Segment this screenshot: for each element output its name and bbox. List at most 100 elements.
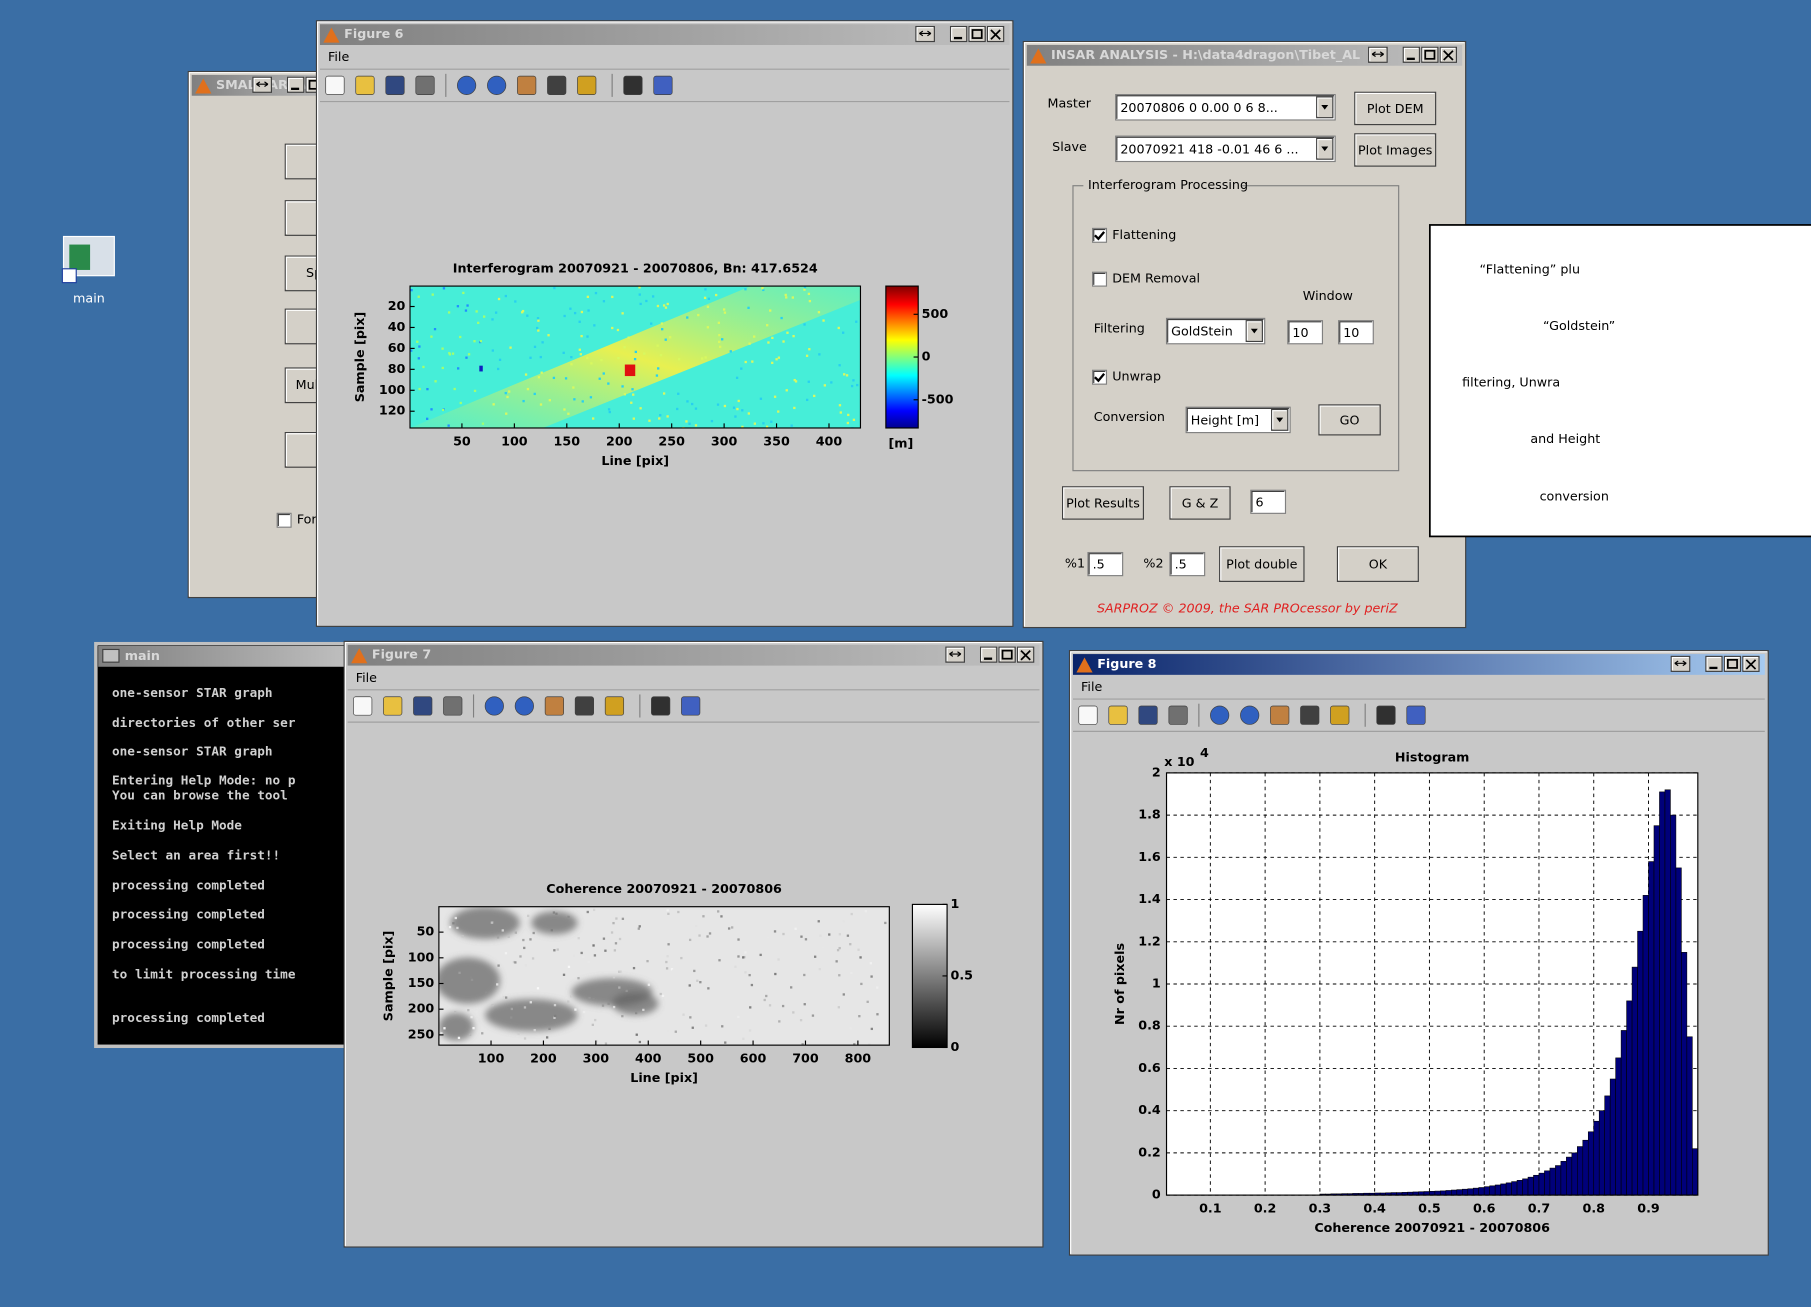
toolbar-icon[interactable]: [654, 76, 672, 94]
image-speckle: [778, 357, 780, 359]
image-speckle: [696, 980, 698, 982]
image-speckle: [646, 960, 648, 962]
image-speckle: [818, 311, 820, 313]
toolbar-icon[interactable]: [1377, 706, 1395, 724]
image-speckle: [819, 935, 821, 937]
image-speckle: [847, 422, 849, 424]
toolbar-icon[interactable]: [577, 76, 595, 94]
image-speckle: [686, 316, 688, 318]
bar: [1583, 1140, 1588, 1195]
button-face[interactable]: [1422, 47, 1438, 62]
image-speckle: [477, 322, 479, 324]
button-face[interactable]: [999, 647, 1015, 662]
toolbar-icon[interactable]: [1109, 706, 1127, 724]
field[interactable]: [277, 513, 291, 527]
image-speckle: [621, 312, 623, 314]
menu-item[interactable]: File: [328, 49, 349, 64]
toolbar-icon[interactable]: [457, 76, 475, 94]
menu-item[interactable]: File: [1081, 679, 1102, 694]
bar: [1643, 895, 1648, 1195]
image-speckle: [689, 939, 691, 941]
toolbar-icon[interactable]: [605, 697, 623, 715]
toolbar-icon[interactable]: [545, 697, 563, 715]
image-speckle: [688, 423, 690, 425]
image-speckle: [793, 407, 795, 409]
toolbar-icon[interactable]: [353, 697, 371, 715]
desktop-icon-label: main: [73, 290, 105, 305]
field-value: GoldStein: [1171, 324, 1233, 339]
toolbar-icon[interactable]: [383, 697, 401, 715]
toolbar-icon[interactable]: [517, 76, 535, 94]
toolbar-icon[interactable]: [1139, 706, 1157, 724]
button-face[interactable]: [1724, 656, 1740, 671]
field[interactable]: [1093, 370, 1107, 384]
y-tick-label: 1.2: [1138, 933, 1160, 948]
image-speckle: [860, 983, 862, 985]
button-face[interactable]: [951, 27, 967, 42]
bar: [1566, 1157, 1571, 1195]
toolbar-icon[interactable]: [485, 697, 503, 715]
x-tick-label: 0.3: [1309, 1200, 1331, 1215]
toolbar-icon[interactable]: [386, 76, 404, 94]
image-speckle: [769, 1004, 771, 1006]
image-speckle: [794, 928, 796, 930]
console-line: Select an area first!!: [112, 847, 280, 862]
toolbar-icon[interactable]: [1270, 706, 1288, 724]
image-speckle: [491, 922, 493, 924]
image-speckle: [459, 336, 461, 338]
toolbar-icon[interactable]: [356, 76, 374, 94]
image-speckle: [800, 936, 802, 938]
toolbar-icon[interactable]: [681, 697, 699, 715]
toolbar-icon[interactable]: [416, 76, 434, 94]
toolbar-icon[interactable]: [515, 697, 533, 715]
bar: [1681, 952, 1686, 1195]
toolbar-icon[interactable]: [1210, 706, 1228, 724]
menu-item[interactable]: File: [356, 670, 377, 685]
image-speckle: [440, 1032, 442, 1034]
image-speckle: [443, 1027, 445, 1029]
image-speckle: [586, 335, 588, 337]
toolbar-icon[interactable]: [651, 697, 669, 715]
image-speckle: [588, 961, 590, 963]
toolbar-icon[interactable]: [1079, 706, 1097, 724]
toolbar-icon[interactable]: [624, 76, 642, 94]
button-face[interactable]: [1403, 47, 1419, 62]
toolbar-icon[interactable]: [1301, 706, 1319, 724]
toolbar-icon[interactable]: [413, 697, 431, 715]
image-speckle: [748, 974, 750, 976]
toolbar-icon[interactable]: [1331, 706, 1349, 724]
image-speckle: [537, 317, 539, 319]
image-speckle: [599, 378, 601, 380]
image-speckle: [443, 287, 445, 289]
image-speckle: [870, 975, 872, 977]
x-tick-label: 300: [711, 433, 738, 448]
field[interactable]: [1093, 272, 1107, 286]
image-speckle: [734, 966, 736, 968]
toolbar-icon[interactable]: [1407, 706, 1425, 724]
image-speckle: [514, 961, 516, 963]
button-face[interactable]: [288, 77, 304, 92]
button-face[interactable]: [981, 647, 997, 662]
image-speckle: [851, 385, 853, 387]
image-speckle: [458, 1037, 460, 1039]
button-face[interactable]: [1706, 656, 1722, 671]
toolbar-icon[interactable]: [487, 76, 505, 94]
image-speckle: [617, 357, 619, 359]
field[interactable]: [1093, 228, 1107, 242]
field-value: 6: [1255, 494, 1263, 509]
image-speckle: [553, 377, 555, 379]
toolbar-icon[interactable]: [444, 697, 462, 715]
image-speckle: [667, 913, 669, 915]
y-tick-label: 80: [388, 361, 406, 376]
image-speckle: [554, 1004, 556, 1006]
image-speckle: [573, 955, 575, 957]
button-face[interactable]: [969, 27, 985, 42]
toolbar-icon[interactable]: [575, 697, 593, 715]
image-speckle: [715, 294, 717, 296]
image-speckle: [707, 987, 709, 989]
toolbar-icon[interactable]: [547, 76, 565, 94]
toolbar-icon[interactable]: [1240, 706, 1258, 724]
toolbar-icon[interactable]: [326, 76, 344, 94]
image-speckle: [659, 414, 661, 416]
toolbar-icon[interactable]: [1169, 706, 1187, 724]
